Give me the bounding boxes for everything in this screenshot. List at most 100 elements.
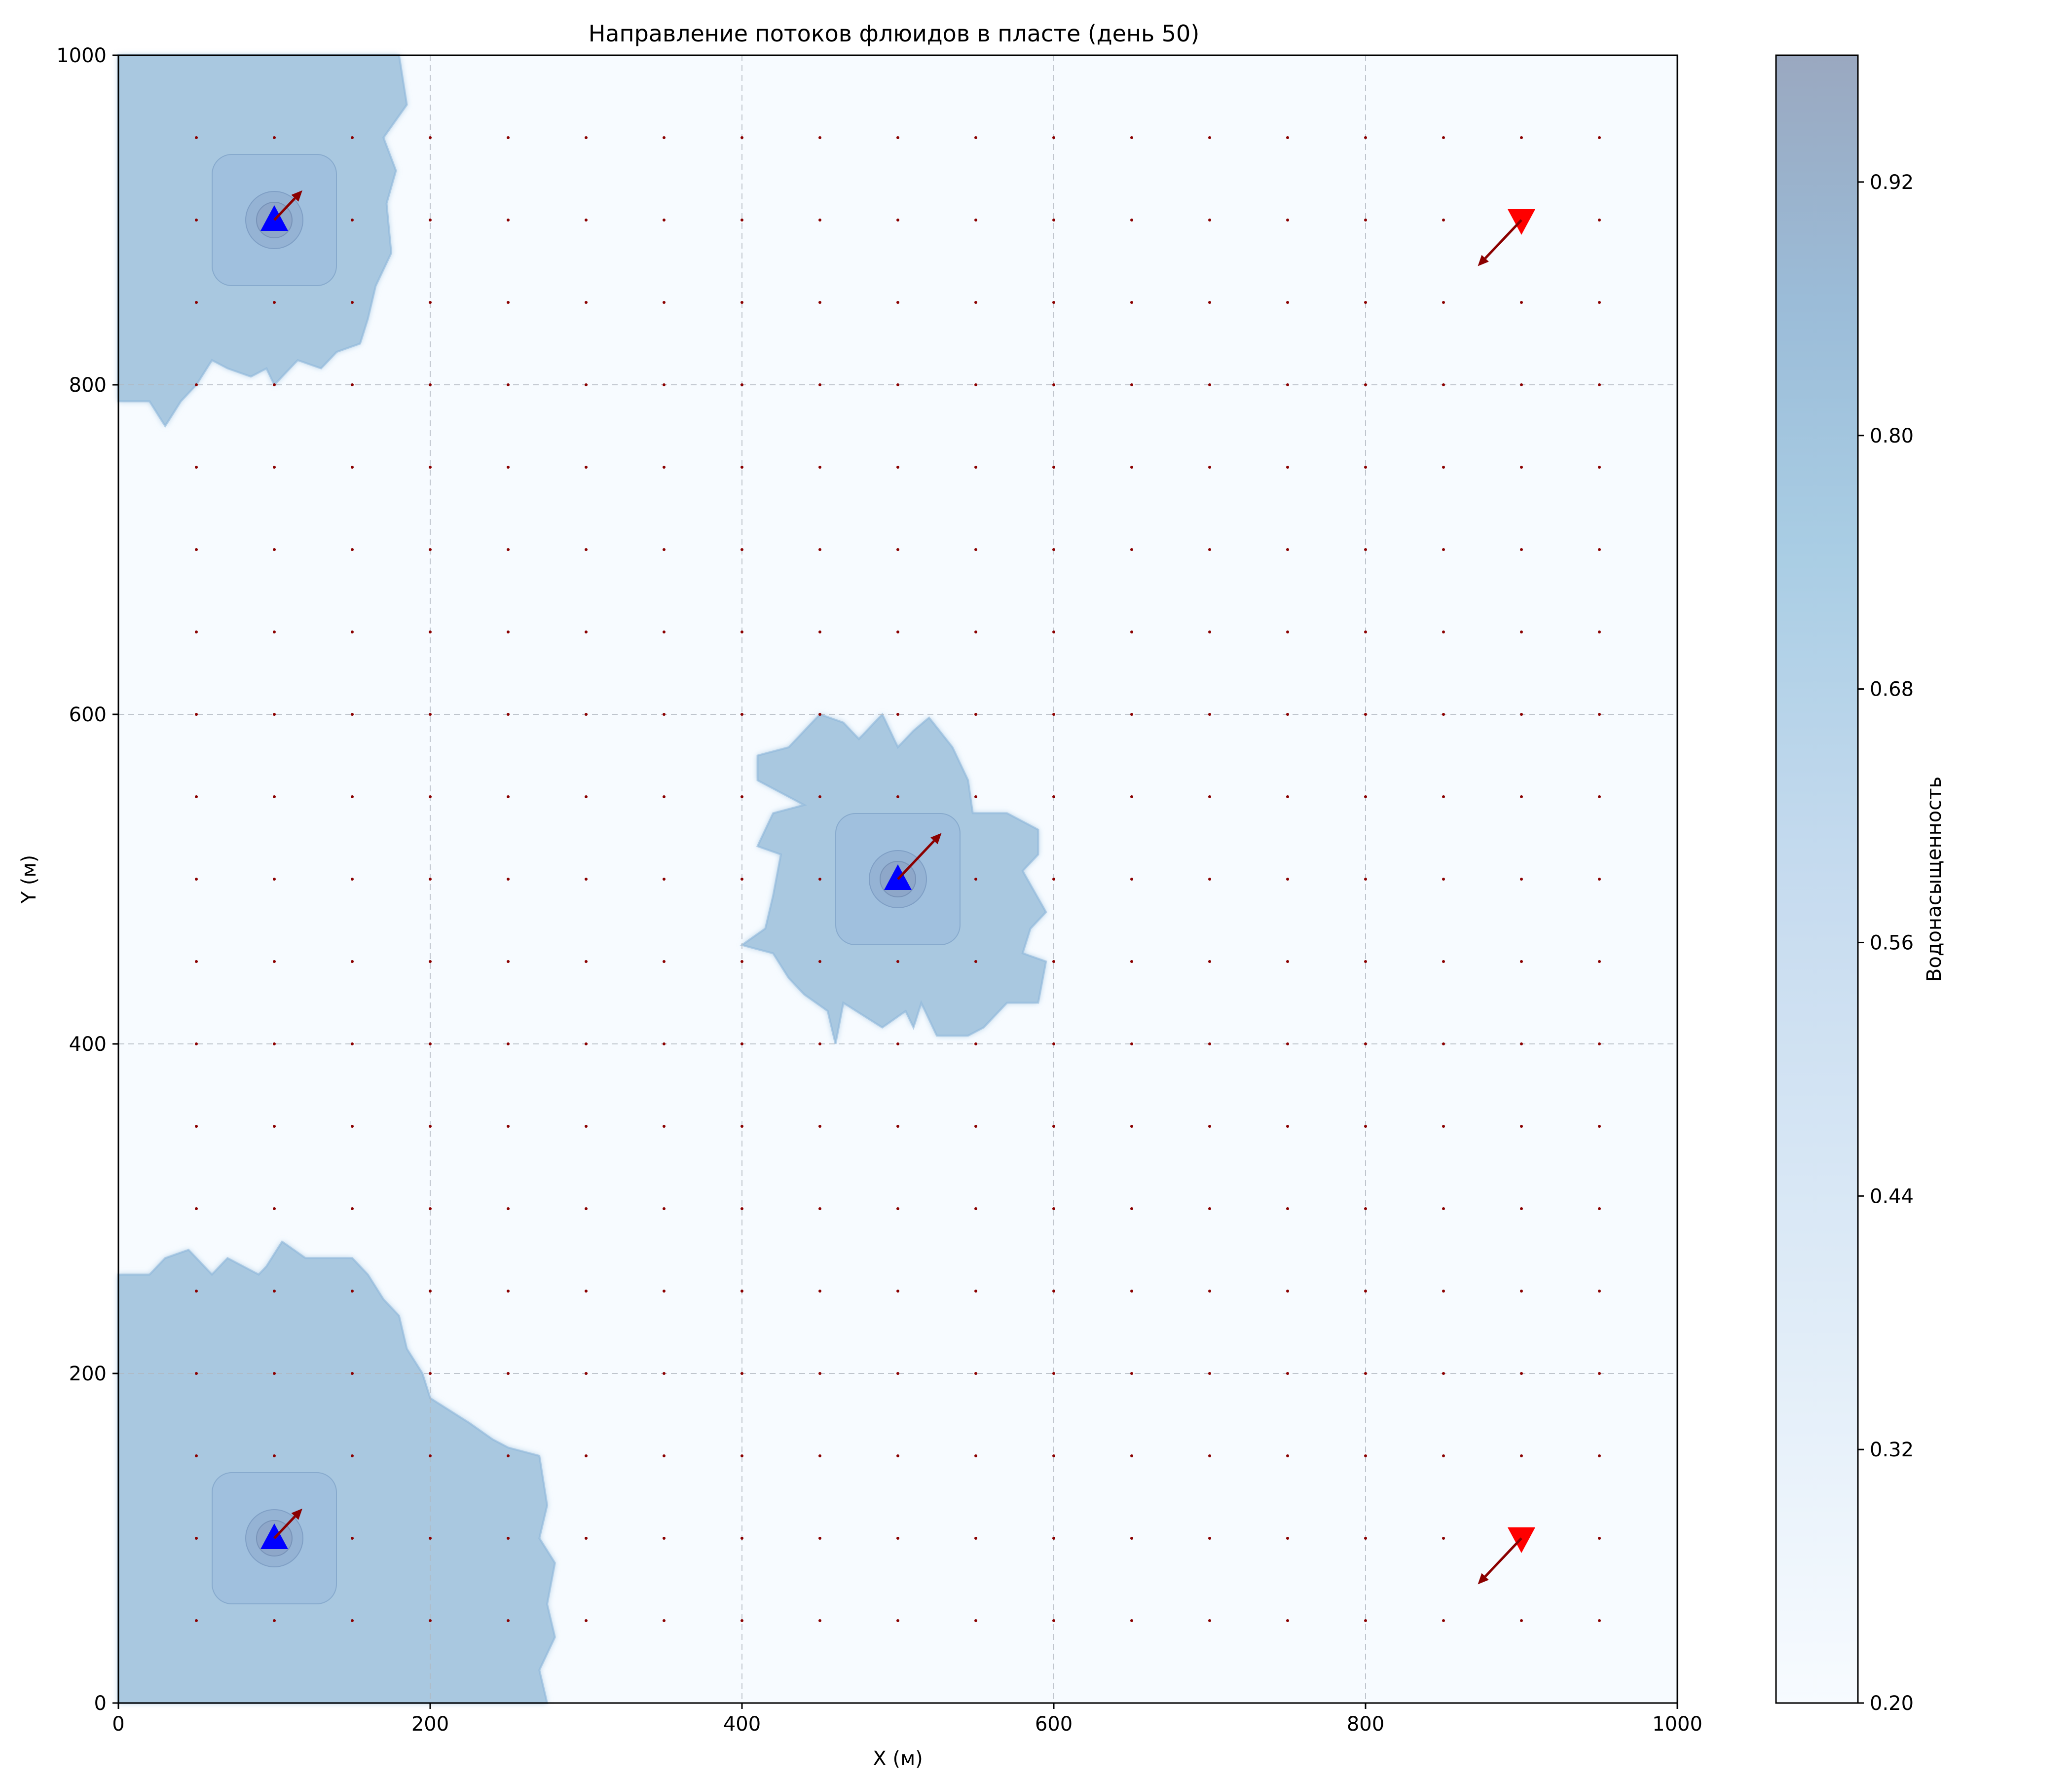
velocity-marker bbox=[818, 383, 821, 386]
velocity-marker bbox=[507, 383, 510, 386]
velocity-marker bbox=[1520, 795, 1523, 798]
velocity-marker bbox=[1598, 878, 1601, 881]
velocity-marker bbox=[896, 1207, 899, 1210]
velocity-marker bbox=[195, 1207, 198, 1210]
velocity-marker bbox=[351, 878, 354, 881]
velocity-marker bbox=[195, 548, 198, 551]
velocity-marker bbox=[740, 466, 743, 469]
velocity-marker bbox=[1442, 1290, 1445, 1293]
velocity-marker bbox=[195, 136, 198, 139]
velocity-marker bbox=[740, 301, 743, 304]
velocity-marker bbox=[1520, 1125, 1523, 1128]
velocity-marker bbox=[429, 1537, 432, 1540]
velocity-marker bbox=[1286, 1454, 1289, 1457]
velocity-marker bbox=[507, 466, 510, 469]
velocity-marker bbox=[1442, 1042, 1445, 1045]
colorbar-gradient bbox=[1775, 54, 1859, 1704]
velocity-marker bbox=[1208, 878, 1211, 881]
velocity-marker bbox=[663, 960, 666, 963]
velocity-marker bbox=[585, 1125, 588, 1128]
velocity-marker bbox=[273, 795, 276, 798]
velocity-marker bbox=[1364, 301, 1367, 304]
velocity-marker bbox=[818, 548, 821, 551]
velocity-marker bbox=[1052, 1454, 1055, 1457]
velocity-marker bbox=[1598, 301, 1601, 304]
velocity-marker bbox=[818, 301, 821, 304]
velocity-marker bbox=[1286, 548, 1289, 551]
velocity-marker bbox=[740, 1207, 743, 1210]
velocity-marker bbox=[1208, 795, 1211, 798]
colorbar-tick-label: 0.92 bbox=[1870, 171, 1914, 194]
velocity-marker bbox=[1442, 878, 1445, 881]
velocity-marker bbox=[896, 219, 899, 222]
velocity-marker bbox=[273, 1290, 276, 1293]
velocity-marker bbox=[1286, 630, 1289, 633]
velocity-marker bbox=[896, 548, 899, 551]
velocity-marker bbox=[507, 960, 510, 963]
velocity-marker bbox=[1364, 878, 1367, 881]
velocity-marker bbox=[896, 383, 899, 386]
injector-flow-arrow-1 bbox=[897, 833, 942, 880]
velocity-marker bbox=[1598, 219, 1601, 222]
velocity-marker bbox=[273, 713, 276, 716]
velocity-marker bbox=[1442, 219, 1445, 222]
velocity-marker bbox=[1286, 1537, 1289, 1540]
velocity-marker bbox=[195, 795, 198, 798]
velocity-marker bbox=[195, 1454, 198, 1457]
velocity-marker bbox=[351, 1372, 354, 1375]
velocity-marker bbox=[429, 548, 432, 551]
velocity-marker bbox=[663, 548, 666, 551]
velocity-marker bbox=[195, 1619, 198, 1622]
velocity-marker bbox=[585, 1372, 588, 1375]
velocity-marker bbox=[507, 878, 510, 881]
velocity-marker bbox=[585, 383, 588, 386]
x-tick-label: 400 bbox=[723, 1713, 761, 1736]
injector-flow-arrow-0 bbox=[273, 190, 302, 221]
velocity-marker bbox=[1520, 548, 1523, 551]
velocity-marker bbox=[740, 219, 743, 222]
velocity-marker bbox=[1052, 1537, 1055, 1540]
velocity-marker bbox=[740, 136, 743, 139]
velocity-marker bbox=[1598, 1290, 1601, 1293]
velocity-marker bbox=[896, 1372, 899, 1375]
injector-flow-arrow-2-shaft bbox=[273, 1516, 296, 1539]
velocity-marker bbox=[1442, 1537, 1445, 1540]
velocity-marker bbox=[507, 1207, 510, 1210]
velocity-marker bbox=[195, 219, 198, 222]
velocity-marker bbox=[1364, 1125, 1367, 1128]
velocity-marker bbox=[663, 1125, 666, 1128]
velocity-marker bbox=[1052, 630, 1055, 633]
velocity-marker bbox=[195, 630, 198, 633]
velocity-marker bbox=[1442, 1619, 1445, 1622]
velocity-marker bbox=[273, 466, 276, 469]
velocity-marker bbox=[1130, 630, 1133, 633]
velocity-marker bbox=[974, 1290, 977, 1293]
velocity-marker bbox=[1052, 960, 1055, 963]
velocity-marker bbox=[1130, 383, 1133, 386]
velocity-marker bbox=[351, 1125, 354, 1128]
velocity-marker bbox=[1598, 383, 1601, 386]
velocity-marker bbox=[1520, 1372, 1523, 1375]
velocity-marker bbox=[1130, 713, 1133, 716]
x-axis-label: X (м) bbox=[873, 1747, 923, 1770]
velocity-marker bbox=[351, 548, 354, 551]
velocity-marker bbox=[1052, 383, 1055, 386]
saturation-regions bbox=[117, 54, 1047, 1704]
velocity-marker bbox=[974, 136, 977, 139]
velocity-marker bbox=[663, 1290, 666, 1293]
velocity-marker bbox=[1364, 630, 1367, 633]
velocity-marker bbox=[896, 1290, 899, 1293]
y-axis-label: Y (м) bbox=[18, 855, 40, 904]
velocity-markers bbox=[195, 136, 1601, 1622]
velocity-marker bbox=[663, 1372, 666, 1375]
velocity-marker bbox=[1364, 136, 1367, 139]
velocity-marker bbox=[1130, 301, 1133, 304]
velocity-marker bbox=[1520, 1042, 1523, 1045]
velocity-marker bbox=[896, 1619, 899, 1622]
velocity-marker bbox=[896, 301, 899, 304]
velocity-marker bbox=[1520, 301, 1523, 304]
velocity-marker bbox=[195, 1372, 198, 1375]
velocity-marker bbox=[663, 136, 666, 139]
velocity-marker bbox=[1520, 630, 1523, 633]
velocity-marker bbox=[1130, 466, 1133, 469]
